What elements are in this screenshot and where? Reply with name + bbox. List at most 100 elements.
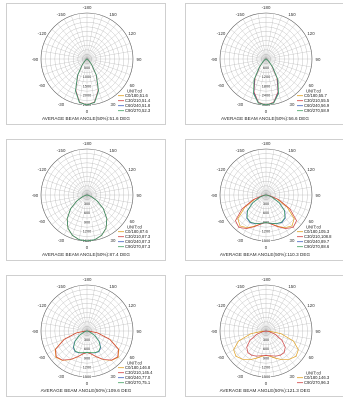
angle-tick-label: -180 bbox=[262, 5, 271, 10]
radial-tick-label: 2000 bbox=[83, 94, 91, 98]
grid-spoke bbox=[86, 330, 111, 371]
radial-tick-label: 1500 bbox=[262, 239, 270, 243]
polar-chart-6: -180 150 120 90 60 30 0 -30 -60 -90 -120 -150 300 600… bbox=[185, 275, 343, 397]
angle-tick-label: -30 bbox=[58, 374, 65, 379]
grid-spoke bbox=[265, 301, 302, 332]
grid-spoke bbox=[78, 285, 88, 332]
angle-tick-label: -120 bbox=[38, 303, 47, 308]
grid-spoke bbox=[265, 35, 306, 60]
grid-spoke bbox=[265, 43, 310, 60]
legend-label: C90/270,96.3 bbox=[304, 380, 330, 385]
angle-tick-label: 60 bbox=[309, 83, 314, 88]
grid-spoke bbox=[236, 194, 267, 231]
angle-tick-label: 30 bbox=[111, 238, 116, 243]
grid-spoke bbox=[226, 307, 267, 332]
grid-spoke bbox=[47, 307, 88, 332]
unit-label: UNIT:cd bbox=[306, 225, 322, 230]
grid-spoke bbox=[51, 29, 88, 60]
polar-plot: -180 150 120 90 60 30 0 -30 -60 -90 -120 -150 500 100… bbox=[32, 5, 151, 114]
angle-tick-label: 60 bbox=[130, 355, 135, 360]
radial-tick-label: 600 bbox=[263, 347, 269, 351]
angle-tick-label: -90 bbox=[32, 329, 39, 334]
grid-spoke bbox=[222, 43, 267, 60]
grid-spoke bbox=[86, 194, 127, 219]
radial-tick-bg bbox=[82, 65, 92, 70]
grid-spoke bbox=[86, 58, 133, 68]
chart-title: AVERAGE BEAM ANGLE(50%):109.6 DEG bbox=[40, 388, 132, 393]
grid-spoke bbox=[86, 13, 96, 60]
grid-spoke bbox=[86, 155, 111, 196]
unit-label: UNIT:cd bbox=[127, 89, 143, 94]
grid-spoke bbox=[63, 19, 88, 60]
radial-tick-label: 1200 bbox=[262, 230, 270, 234]
angle-tick-label: -180 bbox=[83, 277, 92, 282]
angle-tick-label: -90 bbox=[32, 57, 39, 62]
legend-label: C60/240,51.8 bbox=[125, 103, 151, 108]
radial-tick-label: 1200 bbox=[262, 366, 270, 370]
angle-tick-label: -90 bbox=[211, 329, 218, 334]
radial-tick-label: 1800 bbox=[262, 84, 270, 88]
grid-spoke bbox=[230, 165, 267, 196]
grid-spoke bbox=[43, 58, 88, 75]
angle-tick-label: 90 bbox=[137, 329, 142, 334]
radial-tick-label: 500 bbox=[84, 66, 90, 70]
legend-label: C30/210,55.5 bbox=[304, 98, 330, 103]
grid-spoke bbox=[220, 194, 267, 204]
grid-spoke bbox=[242, 19, 267, 60]
radial-tick-bg bbox=[261, 211, 271, 215]
series-curve bbox=[66, 194, 108, 242]
grid-spoke bbox=[250, 287, 267, 332]
grid-spoke bbox=[43, 315, 88, 332]
radial-tick-bg bbox=[261, 75, 271, 79]
angle-tick-label: 60 bbox=[309, 355, 314, 360]
grid-spoke bbox=[86, 15, 103, 60]
grid-spoke bbox=[265, 155, 290, 196]
grid-spoke bbox=[41, 186, 88, 196]
grid-spoke bbox=[51, 194, 88, 225]
grid-spoke bbox=[86, 151, 103, 196]
grid-spoke bbox=[63, 58, 88, 99]
grid-spoke bbox=[265, 179, 310, 196]
radial-tick-label: 1200 bbox=[83, 230, 91, 234]
grid-spoke bbox=[265, 19, 290, 60]
grid-spoke bbox=[86, 50, 133, 60]
polar-chart-1: -180 150 120 90 60 30 0 -30 -60 -90 -120 -150 500 100… bbox=[6, 3, 166, 125]
angle-tick-label: -150 bbox=[57, 12, 66, 17]
grid-spoke bbox=[43, 43, 88, 60]
radial-tick-label: 600 bbox=[84, 347, 90, 351]
grid-spoke bbox=[86, 58, 123, 89]
angle-tick-label: 120 bbox=[128, 303, 136, 308]
grid-spoke bbox=[222, 58, 267, 75]
angle-tick-label: -90 bbox=[32, 193, 39, 198]
grid-spoke bbox=[43, 194, 88, 211]
chart-title: AVERAGE BEAM ANGLE(50%):51.6 DEG bbox=[41, 116, 131, 121]
polar-chart-4: -180 150 120 90 60 30 0 -30 -60 -90 -120 -150 300 600… bbox=[185, 139, 343, 261]
grid-spoke bbox=[226, 171, 267, 196]
grid-spoke bbox=[86, 295, 117, 332]
radial-tick-bg bbox=[82, 211, 92, 215]
grid-spoke bbox=[236, 23, 267, 60]
radial-tick-bg bbox=[82, 229, 92, 233]
grid-spoke bbox=[86, 149, 96, 196]
grid-spoke bbox=[47, 194, 88, 219]
angle-tick-label: -30 bbox=[237, 102, 244, 107]
angle-tick-label: -120 bbox=[217, 31, 226, 36]
legend-label: C0/180,146.8 bbox=[125, 365, 151, 370]
angle-tick-label: -60 bbox=[39, 355, 46, 360]
angle-tick-label: -150 bbox=[57, 148, 66, 153]
grid-spoke bbox=[230, 301, 267, 332]
radial-tick-bg bbox=[261, 374, 271, 379]
grid-spoke bbox=[257, 13, 267, 60]
grid-spoke bbox=[265, 58, 302, 89]
radial-tick-bg bbox=[261, 365, 271, 369]
legend-label: C60/240,89.7 bbox=[304, 239, 330, 244]
angle-tick-label: 150 bbox=[109, 284, 117, 289]
angle-tick-label: 90 bbox=[316, 329, 321, 334]
chart-title: AVERAGE BEAM ANGLE(50%):56.6 DEG bbox=[220, 116, 310, 121]
grid-spoke bbox=[86, 179, 131, 196]
radial-tick-bg bbox=[82, 75, 92, 79]
grid-spoke bbox=[265, 315, 310, 332]
angle-tick-label: 60 bbox=[130, 83, 135, 88]
angle-tick-label: -180 bbox=[262, 141, 271, 146]
radial-tick-bg bbox=[261, 102, 271, 107]
